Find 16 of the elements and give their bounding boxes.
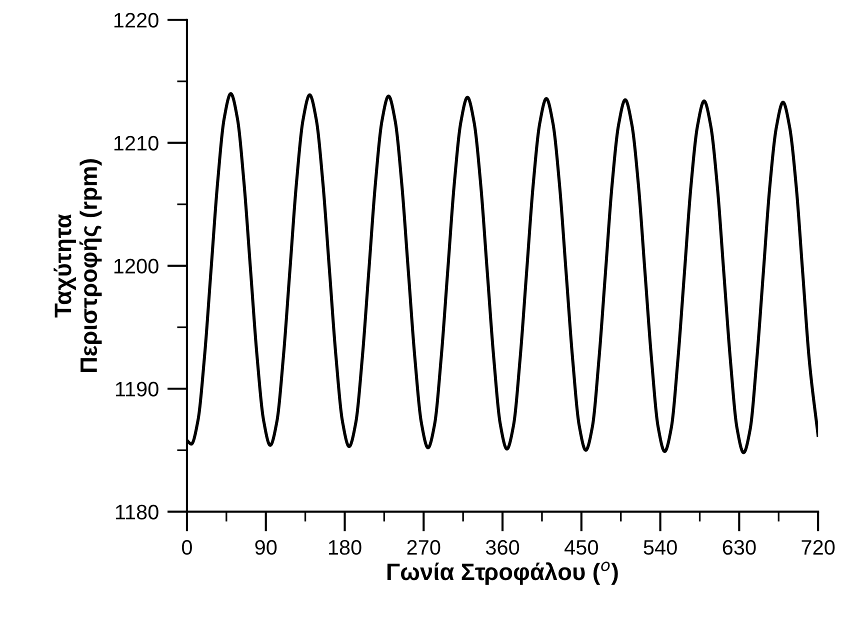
x-tick-label: 180 [328, 540, 362, 555]
y-tick-label: 1220 [114, 12, 158, 28]
x-tick-label: 630 [722, 540, 756, 555]
x-tick-label: 450 [564, 540, 598, 555]
x-axis-title: Γωνία Στροφάλου ($^{o}$) [387, 562, 618, 585]
y-tick-label: 1200 [114, 258, 158, 274]
x-tick-label: 0 [182, 540, 192, 555]
y-axis-title: Ταχύτητα Περιστροφής (rpm) [54, 159, 102, 372]
y-tick-label: 1210 [114, 136, 158, 151]
y-tick-label: 1180 [116, 504, 158, 520]
y-tick-label: 1190 [116, 382, 158, 396]
x-tick-label: 360 [486, 540, 520, 555]
x-tick-label: 270 [407, 540, 440, 555]
x-tick-label: 540 [644, 540, 677, 555]
x-tick-label: 720 [802, 540, 835, 555]
x-tick-label: 90 [255, 540, 277, 555]
